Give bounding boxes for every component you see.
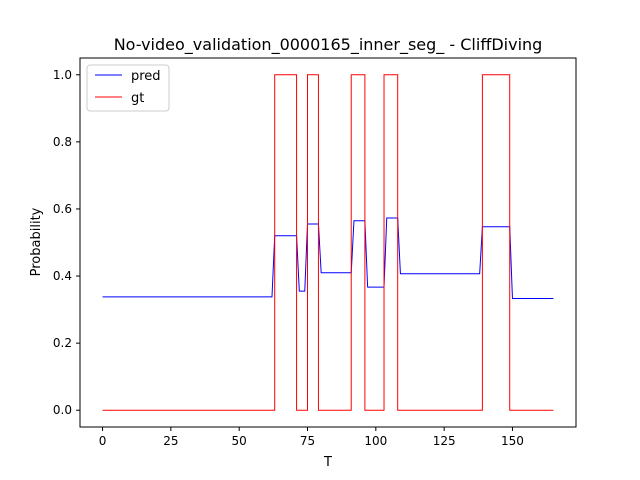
y-tick-label: 0.6 [53, 202, 72, 216]
series-line-pred [102, 217, 554, 300]
legend: pred gt [86, 64, 170, 112]
x-tick-label: 25 [163, 434, 178, 448]
y-tick-label: 0.4 [53, 269, 72, 283]
plot-frame [79, 57, 577, 428]
legend-label-gt: gt [131, 91, 144, 106]
x-tick-label: 125 [433, 434, 456, 448]
legend-box [86, 64, 170, 112]
series-layer [102, 74, 554, 411]
series-line-gt [102, 74, 554, 411]
x-tick-label: 50 [232, 434, 247, 448]
y-axis: 0.0 0.2 0.4 0.6 0.8 1.0 [53, 68, 80, 417]
x-tick-label: 75 [300, 434, 315, 448]
chart-title: No-video_validation_0000165_inner_seg_ -… [114, 35, 543, 55]
x-tick-label: 0 [99, 434, 107, 448]
y-tick-label: 0.0 [53, 403, 72, 417]
y-tick-label: 1.0 [53, 68, 72, 82]
y-tick-label: 0.8 [53, 135, 72, 149]
y-axis-label: Probability [29, 207, 44, 276]
x-tick-label: 150 [501, 434, 524, 448]
y-tick-label: 0.2 [53, 336, 72, 350]
x-axis-label: T [323, 455, 332, 470]
x-axis: 0 25 50 75 100 125 150 [99, 427, 524, 448]
x-tick-label: 100 [364, 434, 387, 448]
legend-label-pred: pred [131, 69, 161, 84]
